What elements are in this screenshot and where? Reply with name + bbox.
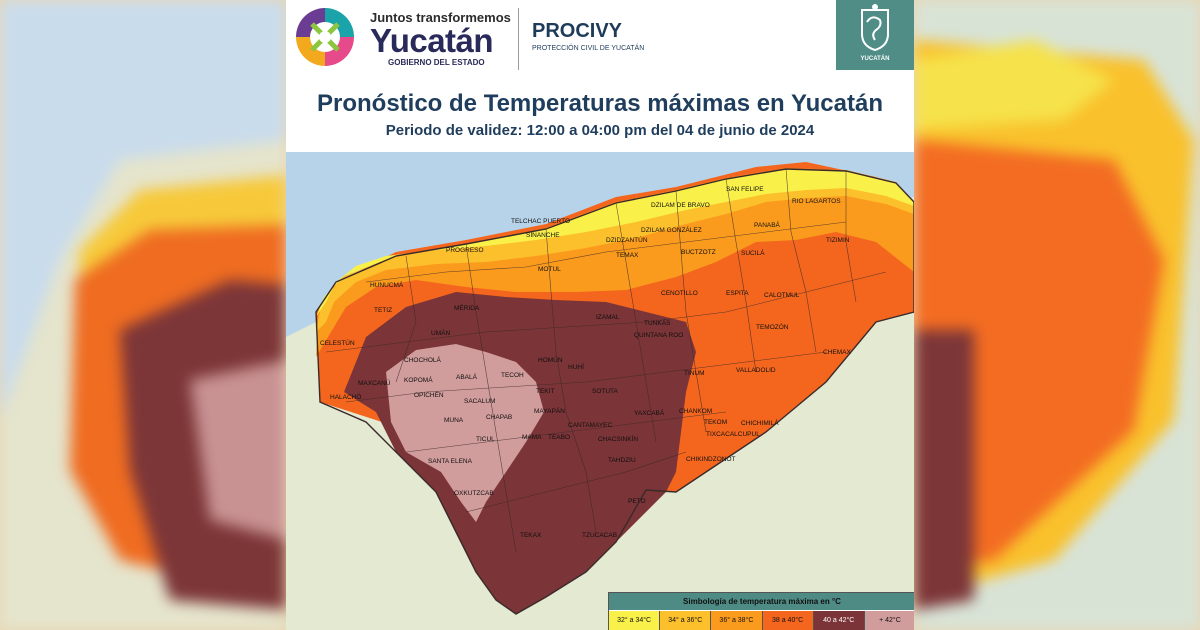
map-label: YAXCABÁ — [634, 410, 665, 417]
map-label: CHAPAB — [486, 414, 513, 421]
map-label: TAHDZIU — [608, 457, 636, 464]
map-label: MÉRIDA — [454, 305, 480, 312]
map-label: CHOCHOLÁ — [404, 357, 441, 364]
map-label: SAN FELIPE — [726, 186, 764, 193]
shield-icon — [861, 4, 889, 52]
zone-gt-42 — [386, 344, 544, 522]
zone-32-34 — [316, 169, 914, 317]
legend-title: Simbología de temperatura máxima en °C — [609, 593, 914, 610]
map-label: CANTAMAYEC — [568, 422, 613, 429]
map-label: MAMA — [522, 434, 542, 441]
legend-row: 32° a 34°C 34° a 36°C 36° a 38°C 38 a 40… — [609, 611, 914, 630]
map-label: VALLADOLID — [736, 367, 776, 374]
map-label: CENOTILLO — [661, 290, 698, 297]
temperature-map: RIO LAGARTOS SAN FELIPE DZILAM DE BRAVO … — [286, 152, 914, 630]
seal-word: YUCATÁN — [860, 56, 890, 62]
map-label: HUNUCMÁ — [370, 282, 404, 289]
map-label: SUCILÁ — [741, 250, 765, 257]
map-svg — [286, 162, 914, 630]
map-label: TIXCACALCUPUL — [706, 431, 760, 438]
background-blur-right — [914, 0, 1200, 630]
map-label: CHIKINDZONOT — [686, 456, 736, 463]
yucatan-logo-icon — [296, 8, 354, 66]
logo-name: Yucatán — [370, 22, 494, 59]
zone-36-38 — [316, 168, 914, 357]
map-label: ESPITA — [726, 290, 749, 297]
map-label: CHACSINKÍN — [598, 436, 639, 443]
forecast-card: Juntos transformemos Yucatán GOBIERNO DE… — [286, 0, 914, 630]
map-label: SANTA ELENA — [428, 458, 472, 465]
map-label: MAXCANÚ — [358, 380, 391, 387]
map-label: TEABO — [548, 434, 571, 441]
map-label: DZILAM DE BRAVO — [651, 202, 710, 209]
map-label: OXKUTZCAB — [454, 490, 494, 497]
org-name: PROCIVY — [532, 20, 623, 42]
map-label: CELESTÚN — [320, 340, 355, 347]
map-label: PROGRESO — [446, 247, 484, 254]
map-label: IZAMAL — [596, 314, 620, 321]
map-label: MUNA — [444, 417, 464, 424]
state-seal: YUCATÁN — [836, 0, 914, 70]
map-label: HUHÍ — [568, 364, 584, 371]
map-label: CHICHIMILÁ — [741, 420, 779, 427]
map-label: HALACHÓ — [330, 394, 362, 401]
map-label: BUCTZOTZ — [681, 249, 716, 256]
legend-item: 38 a 40°C — [762, 611, 814, 630]
map-label: TEMAX — [616, 252, 639, 259]
map-label: SOTUTA — [592, 388, 618, 395]
map-label: TUNKÁS — [644, 320, 671, 327]
legend-item: 40 a 42°C — [813, 611, 865, 630]
legend-item: 32° a 34°C — [609, 611, 661, 630]
legend-item: 36° a 38°C — [711, 611, 763, 630]
legend-item: 34° a 36°C — [660, 611, 712, 630]
map-label: SINANCHE — [526, 232, 560, 239]
header-divider — [518, 8, 519, 70]
map-label: TEMOZÓN — [756, 324, 789, 331]
map-label: KOPOMÁ — [404, 377, 433, 384]
map-label: TEKOM — [704, 419, 728, 426]
map-label: PETO — [628, 498, 646, 505]
map-label: TEKIT — [536, 388, 555, 395]
map-label: TICUL — [476, 436, 495, 443]
map-label: TECOH — [501, 372, 524, 379]
background-blur-left — [0, 0, 286, 630]
map-label: TEKAX — [520, 532, 542, 539]
map-label: UMÁN — [431, 330, 451, 337]
page-subtitle: Periodo de validez: 12:00 a 04:00 pm del… — [385, 122, 815, 139]
map-label: MAYAPÁN — [534, 408, 565, 415]
map-label: DZIDZANTÚN — [606, 237, 648, 244]
legend-item: + 42°C — [864, 611, 914, 630]
map-label: CHEMAX — [823, 349, 851, 356]
org-subtitle: PROTECCIÓN CIVIL DE YUCATÁN — [532, 45, 645, 52]
map-label: TETIZ — [374, 307, 393, 314]
map-label: SACALUM — [464, 398, 496, 405]
map-label: OPICHÉN — [414, 392, 444, 399]
map-label: TZUCACAB — [582, 532, 618, 539]
map-label: CALOTMUL — [764, 292, 800, 299]
map-label: TINUM — [684, 370, 705, 377]
map-label: DZILAM GONZÁLEZ — [641, 227, 702, 234]
header: Juntos transformemos Yucatán GOBIERNO DE… — [286, 0, 914, 152]
logo-subtitle: GOBIERNO DEL ESTADO — [388, 58, 485, 67]
map-label: PANABÁ — [754, 222, 780, 229]
map-label: TELCHAC PUERTO — [511, 218, 570, 225]
page-title: Pronóstico de Temperaturas máximas en Yu… — [317, 90, 883, 117]
municipal-boundaries — [325, 168, 887, 553]
map-label: QUINTANA ROO — [634, 332, 684, 339]
map-legend: Simbología de temperatura máxima en °C 3… — [608, 592, 914, 630]
logo-tagline: Juntos transformemos — [370, 10, 511, 25]
map-label: CHANKOM — [679, 408, 713, 415]
map-label: TIZIMIN — [826, 237, 850, 244]
map-label: HOMÚN — [538, 357, 563, 364]
map-label: RIO LAGARTOS — [792, 198, 841, 205]
map-label: ABALÁ — [456, 374, 477, 381]
map-label: MOTUL — [538, 266, 561, 273]
